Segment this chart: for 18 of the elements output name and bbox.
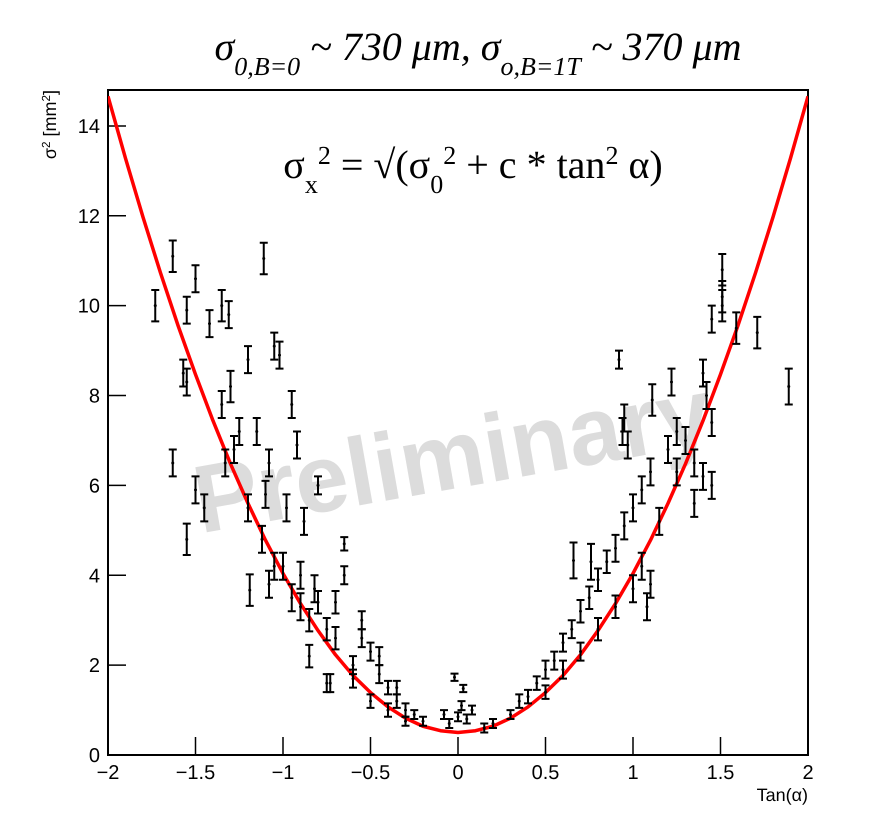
- x-tick-label: 1: [627, 762, 639, 784]
- x-tick-label: −1.5: [176, 762, 216, 784]
- y-tick-label: 10: [78, 296, 100, 318]
- x-tick-label: 2: [802, 762, 814, 784]
- text: σ$_{x}$$^{2}$ = √(σ$_{0}$$^{2}$ + c * tan$^{2}$ α): [283, 140, 663, 198]
- y-tick-label: 14: [78, 116, 100, 138]
- chart-title: σ$_{0,B=0}$ ~ 730 μm, σ$_{o,B=1T}$ ~ 370 μm: [214, 24, 742, 80]
- y-tick-label: 4: [88, 565, 100, 588]
- y-tick-label: 6: [88, 475, 100, 498]
- x-tick-label: 1.5: [706, 762, 734, 784]
- x-tick-label: 0.5: [532, 762, 560, 784]
- x-tick-label: −1: [272, 762, 294, 784]
- x-tick-label: 0: [452, 762, 464, 784]
- y-tick-label: 2: [88, 655, 100, 678]
- y-tick-label: 12: [78, 206, 100, 228]
- y-tick-label: 8: [88, 386, 100, 408]
- x-tick-label: −0.5: [350, 762, 390, 784]
- x-axis-title: Tan(α): [756, 785, 808, 805]
